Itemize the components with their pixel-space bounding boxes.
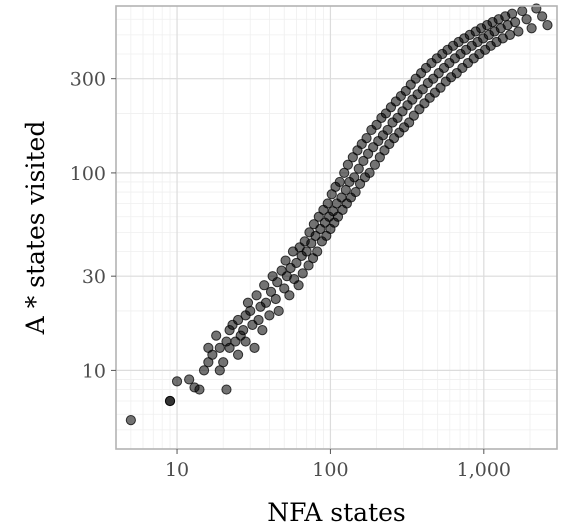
data-point	[125, 415, 136, 426]
data-point	[240, 336, 251, 347]
data-point	[334, 176, 345, 188]
data-point	[207, 349, 218, 360]
data-point	[184, 374, 195, 385]
data-point	[164, 395, 176, 407]
data-point	[313, 211, 324, 222]
data-point	[260, 297, 272, 308]
data-point	[232, 314, 244, 326]
data-point	[312, 246, 323, 257]
data-point	[264, 310, 275, 321]
data-point	[504, 29, 516, 40]
data-point	[347, 152, 358, 163]
data-point	[342, 159, 353, 170]
data-point	[198, 365, 210, 376]
data-point	[513, 26, 524, 37]
x-tick-label: 10	[165, 459, 189, 481]
y-axis-ticks: 10 30 100 300	[70, 69, 116, 382]
data-point	[349, 172, 360, 183]
data-point	[214, 342, 225, 353]
data-point	[526, 23, 537, 34]
data-point	[291, 257, 302, 269]
data-point	[358, 155, 369, 167]
data-point	[245, 305, 256, 317]
data-point	[408, 110, 419, 121]
data-point	[369, 159, 381, 170]
y-axis-title: A * states visited	[21, 121, 50, 336]
data-point	[306, 238, 317, 249]
data-point	[279, 283, 290, 294]
data-point	[280, 255, 291, 266]
data-point	[194, 384, 205, 395]
data-point	[293, 280, 304, 291]
data-point	[259, 280, 270, 291]
data-point	[272, 276, 283, 288]
data-point	[257, 324, 268, 336]
y-tick-label: 10	[82, 360, 106, 382]
data-points	[125, 3, 553, 426]
data-point	[521, 14, 532, 25]
data-point	[362, 148, 374, 159]
data-point	[232, 349, 244, 360]
data-point	[249, 342, 260, 353]
data-point	[301, 246, 312, 257]
data-point	[211, 330, 222, 341]
data-point	[310, 230, 321, 241]
data-point	[374, 152, 385, 163]
data-point	[251, 290, 262, 301]
data-point	[382, 124, 393, 136]
y-tick-label: 30	[82, 266, 106, 288]
data-point	[171, 376, 183, 387]
data-point	[537, 11, 548, 22]
data-point	[238, 324, 249, 336]
major-gridlines	[116, 6, 557, 449]
data-point	[339, 167, 350, 179]
x-axis-ticks: 10 100 1,000	[165, 449, 511, 481]
data-point	[284, 290, 295, 301]
data-point	[507, 8, 518, 19]
data-point	[404, 117, 415, 128]
y-tick-label: 100	[70, 163, 106, 185]
x-tick-label: 1,000	[457, 459, 511, 481]
data-point	[273, 305, 284, 317]
data-point	[353, 163, 364, 174]
data-point	[371, 119, 382, 131]
data-point	[297, 268, 308, 279]
data-point	[542, 20, 553, 31]
data-point	[350, 186, 361, 198]
x-axis-title: NFA states	[267, 498, 406, 527]
data-point	[361, 133, 372, 144]
data-point	[265, 286, 277, 297]
data-point	[510, 17, 521, 28]
data-point	[364, 167, 375, 179]
data-point	[332, 211, 344, 222]
plot-panel-border	[115, 5, 558, 450]
y-axis-title-group: A * states visited	[21, 121, 50, 336]
minor-gridlines	[116, 6, 557, 449]
data-point	[270, 293, 281, 305]
y-tick-label: 300	[70, 69, 106, 91]
data-point	[224, 342, 235, 353]
data-point	[253, 314, 264, 326]
data-point	[218, 357, 229, 368]
data-point	[303, 260, 314, 271]
x-tick-label: 100	[312, 459, 348, 481]
data-point	[221, 384, 232, 395]
